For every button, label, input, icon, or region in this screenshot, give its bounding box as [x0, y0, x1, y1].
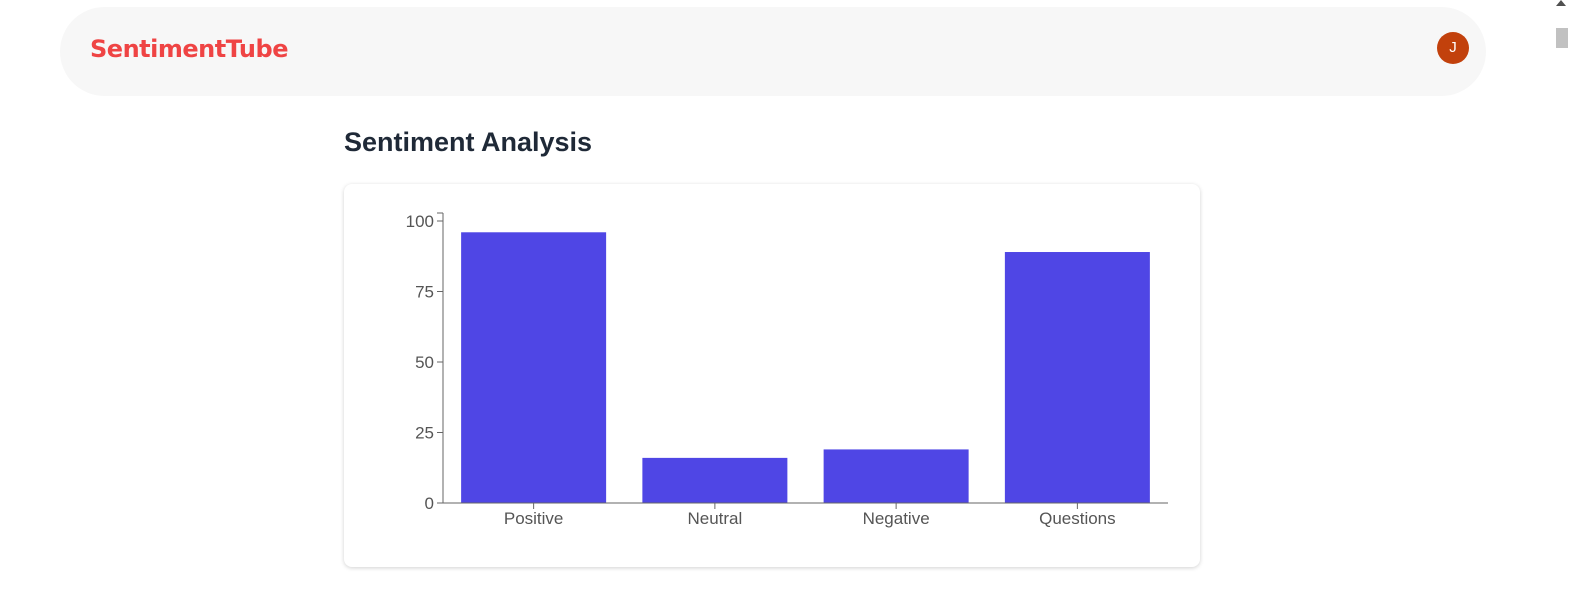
y-tick-label: 25: [415, 424, 434, 443]
scroll-thumb[interactable]: [1556, 28, 1568, 48]
y-tick-label: 75: [415, 283, 434, 302]
x-tick-label: Negative: [863, 509, 930, 528]
y-tick-label: 100: [406, 212, 434, 231]
page-title: Sentiment Analysis: [344, 127, 593, 157]
bar-positive: [461, 232, 607, 503]
x-tick-label: Neutral: [687, 509, 742, 528]
app-logo[interactable]: SentimentTube: [90, 35, 288, 63]
bar-questions: [1004, 252, 1150, 503]
top-navbar: SentimentTube J: [60, 7, 1486, 96]
bar-negative: [823, 449, 969, 503]
bar-chart: 0 25 50 75 100 Positive Neutral Negative Questio…: [406, 212, 1168, 528]
y-tick-label: 0: [425, 494, 434, 513]
y-tick-label: 50: [415, 353, 434, 372]
chart-card: 0 25 50 75 100 Positive Neutral Negative Questio…: [344, 184, 1200, 567]
x-tick-label: Positive: [504, 509, 564, 528]
bar-neutral: [642, 457, 788, 503]
user-avatar[interactable]: J: [1437, 32, 1469, 64]
scroll-up-arrow-icon[interactable]: [1556, 0, 1566, 6]
vertical-scrollbar[interactable]: [1553, 0, 1583, 595]
x-tick-label: Questions: [1039, 509, 1116, 528]
